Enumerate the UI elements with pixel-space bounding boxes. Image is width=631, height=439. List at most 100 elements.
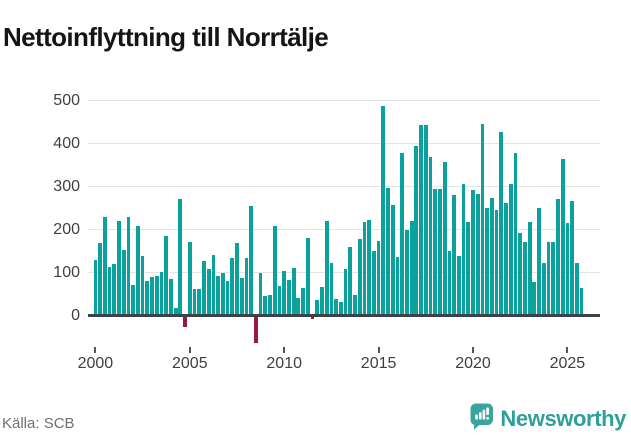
- y-tick-label-300: 300: [53, 178, 80, 195]
- gridline-200: [88, 229, 600, 230]
- bar-2016-q3: [405, 230, 409, 316]
- bar-2015-q2: [381, 106, 386, 316]
- bar-2008-q3: [253, 316, 258, 343]
- bar-2000-q4: [107, 267, 112, 316]
- x-tick-2015: [377, 347, 380, 353]
- bar-2011-q2: [305, 237, 310, 316]
- y-tick-label-0: 0: [71, 307, 80, 324]
- bar-2024-q2: [551, 242, 556, 316]
- bar-2023-q4: [541, 262, 546, 316]
- bar-2013-q1: [338, 301, 343, 316]
- bar-2001-q3: [121, 250, 126, 316]
- bar-2014-q3: [367, 220, 372, 316]
- bar-2009-q1: [263, 295, 268, 316]
- bar-2022-q4: [523, 242, 527, 316]
- bar-2010-q1: [282, 270, 287, 316]
- bar-2014-q2: [362, 221, 367, 316]
- bar-2007-q2: [230, 258, 235, 316]
- bar-2021-q4: [504, 203, 508, 316]
- x-tick-2005: [188, 347, 191, 353]
- bar-2002-q3: [140, 256, 145, 316]
- bar-2003-q3: [159, 271, 164, 316]
- bar-2023-q2: [532, 282, 537, 316]
- bar-2015-q4: [390, 205, 395, 316]
- brand-wordmark: Newsworthy: [500, 406, 626, 431]
- bar-2006-q4: [220, 273, 225, 316]
- footer: Källa: SCB Newsworthy: [0, 403, 631, 439]
- page-title: Nettoinflyttning till Norrtälje: [3, 22, 329, 53]
- zero-axis-line: [88, 314, 600, 317]
- bar-2025-q4: [579, 288, 584, 316]
- y-tick-label-100: 100: [53, 264, 80, 281]
- bar-2002-q2: [135, 225, 140, 316]
- bar-2024-q1: [546, 242, 551, 316]
- bar-2014-q4: [371, 251, 376, 316]
- x-tick-2010: [283, 347, 286, 353]
- bar-2021-q2: [494, 210, 499, 316]
- bar-2015-q3: [386, 188, 390, 316]
- bar-2004-q3: [178, 199, 183, 316]
- bar-2010-q4: [296, 297, 301, 316]
- bar-2004-q4: [183, 316, 187, 327]
- x-tick-label-2010: 2010: [266, 355, 302, 372]
- bar-2011-q1: [301, 288, 305, 316]
- bar-2001-q2: [117, 220, 121, 316]
- bar-2019-q1: [452, 195, 457, 316]
- bar-2012-q4: [334, 299, 339, 316]
- source-label: Källa: SCB: [2, 415, 75, 432]
- bar-2019-q3: [461, 183, 466, 316]
- bar-2023-q3: [537, 207, 541, 316]
- bar-2001-q4: [126, 217, 131, 316]
- bar-2002-q1: [131, 285, 136, 316]
- x-tick-2025: [566, 347, 569, 353]
- x-tick-label-2020: 2020: [455, 355, 491, 372]
- bar-2004-q1: [169, 279, 173, 316]
- bar-2010-q3: [291, 267, 296, 316]
- bar-2021-q1: [489, 197, 494, 316]
- gridline-500: [88, 100, 600, 101]
- bar-2016-q2: [400, 153, 405, 316]
- bar-2025-q1: [565, 223, 570, 316]
- bar-2016-q1: [395, 256, 400, 316]
- x-tick-label-2015: 2015: [360, 355, 397, 372]
- bar-2019-q4: [466, 221, 471, 316]
- bar-2018-q4: [447, 251, 452, 316]
- bar-2005-q1: [187, 242, 192, 316]
- bar-2003-q1: [150, 277, 154, 316]
- bar-2013-q3: [348, 247, 353, 316]
- bar-2022-q1: [508, 184, 513, 316]
- bar-2018-q1: [433, 188, 438, 316]
- bar-2018-q2: [438, 188, 442, 316]
- bar-2022-q2: [513, 153, 518, 316]
- bar-2023-q1: [527, 221, 532, 316]
- bar-2007-q3: [235, 242, 239, 316]
- bar-2003-q4: [164, 236, 169, 316]
- bar-2017-q4: [428, 156, 433, 316]
- bar-2017-q3: [423, 124, 428, 316]
- bar-2005-q3: [197, 288, 202, 316]
- bar-2000-q1: [93, 260, 98, 316]
- bar-2011-q3: [310, 316, 315, 319]
- bar-2017-q1: [414, 146, 419, 316]
- bar-2007-q1: [225, 281, 230, 316]
- newsworthy-logo[interactable]: Newsworthy: [470, 403, 626, 435]
- bar-2017-q2: [419, 124, 423, 316]
- bar-2021-q3: [499, 131, 504, 316]
- bar-2015-q1: [376, 241, 381, 316]
- bar-2020-q4: [485, 207, 490, 316]
- bar-2003-q2: [154, 276, 159, 316]
- bar-2005-q4: [202, 260, 206, 316]
- y-tick-label-200: 200: [53, 221, 80, 238]
- bar-2004-q2: [173, 308, 178, 316]
- bar-2008-q2: [249, 205, 254, 316]
- bar-2010-q2: [287, 280, 291, 316]
- bar-2019-q2: [456, 255, 461, 316]
- newsworthy-speech-bubble-bar-chart-icon: [470, 403, 494, 435]
- bar-2006-q3: [216, 275, 221, 316]
- bar-2024-q3: [556, 199, 560, 316]
- bar-2020-q1: [471, 190, 475, 316]
- bar-2000-q2: [98, 242, 103, 316]
- bar-2007-q4: [239, 277, 244, 316]
- y-tick-label-500: 500: [53, 92, 80, 109]
